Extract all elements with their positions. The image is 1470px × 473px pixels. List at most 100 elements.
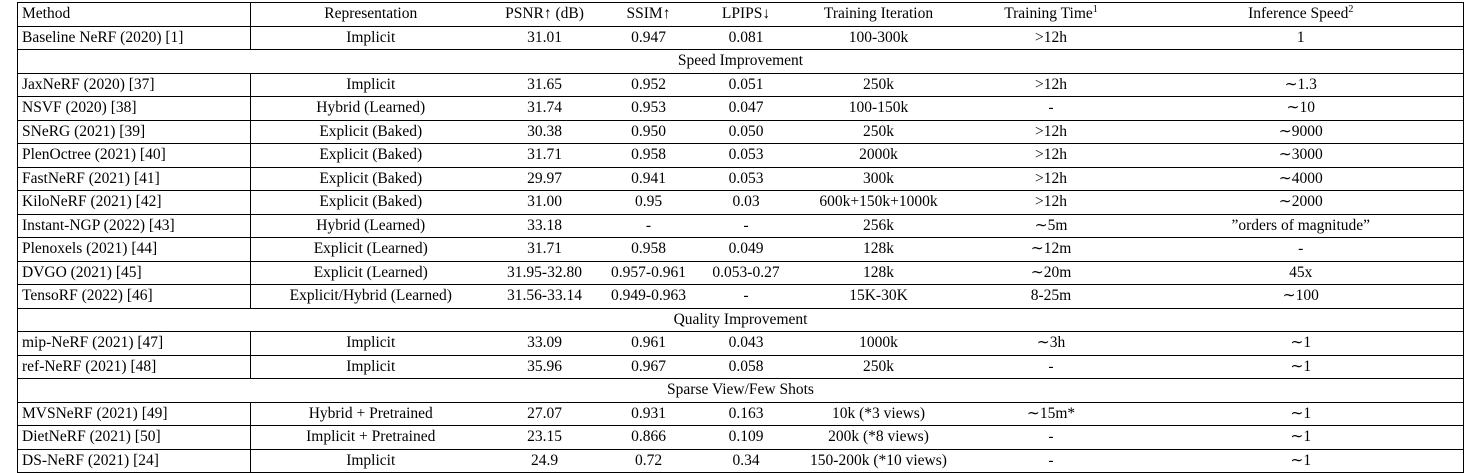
method-cell: DietNeRF (2021) [50] [17,425,251,450]
header-row: Method Representation PSNR↑ (dB) SSIM↑ LPIPS… [17,2,1464,27]
header-cell: Training Iteration [793,2,964,27]
footnote-mark: 2 [1348,4,1354,16]
method-cell: Instant-NGP (2022) [43] [17,213,251,238]
data-cell: Explicit/Hybrid (Learned) [250,284,491,309]
data-cell: 31.74 [490,96,599,121]
data-cell: 0.109 [698,425,794,450]
data-cell: 0.049 [698,237,794,262]
method-cell: NSVF (2020) [38] [17,96,251,121]
data-cell: 33.09 [490,331,599,356]
data-cell: 27.07 [490,401,599,426]
data-cell: Hybrid (Learned) [250,96,491,121]
table-body: Baseline NeRF (2020) [1] Implicit 31.01 0.9… [17,25,1464,473]
data-cell: 0.03 [698,190,794,215]
method-cell: MVSNeRF (2021) [49] [17,401,251,426]
data-cell: Explicit (Baked) [250,166,491,191]
section-title: Sparse View/Few Shots [17,378,1464,403]
data-cell: - [963,425,1139,450]
section-row: Quality Improvement [17,307,1464,332]
data-cell: ∼100 [1138,284,1464,309]
data-cell: 0.866 [598,425,699,450]
data-cell: ∼20m [963,260,1139,285]
comparison-table: Method Representation PSNR↑ (dB) SSIM↑ LPIPS… [17,2,1464,473]
data-cell: ∼5m [963,213,1139,238]
table-row: NSVF (2020) [38] Hybrid (Learned) 31.74 0.9… [17,96,1464,121]
data-cell: 35.96 [490,354,599,379]
header-cell: Training Time1 [963,2,1139,27]
data-cell: 0.950 [598,119,699,144]
table-row: Plenoxels (2021) [44] Explicit (Learned) 3… [17,237,1464,262]
table-row: Baseline NeRF (2020) [1] Implicit 31.01 0.9… [17,25,1464,50]
data-cell: Implicit [250,448,491,473]
table-row: MVSNeRF (2021) [49] Hybrid + Pretrained 27… [17,401,1464,426]
header-cell: SSIM↑ [598,2,699,27]
data-cell: Implicit [250,72,491,97]
table-row: mip-NeRF (2021) [47] Implicit 33.09 0.961 0.… [17,331,1464,356]
data-cell: 8-25m [963,284,1139,309]
section-row: Sparse View/Few Shots [17,378,1464,403]
data-cell: >12h [963,190,1139,215]
data-cell: 24.9 [490,448,599,473]
data-cell: 100-300k [793,25,964,50]
data-cell: 0.163 [698,401,794,426]
data-cell: 31.71 [490,237,599,262]
table-row: SNeRG (2021) [39] Explicit (Baked) 30.38 0.… [17,119,1464,144]
header-text: Method [22,5,71,23]
data-cell: 0.961 [598,331,699,356]
data-cell: Implicit + Pretrained [250,425,491,450]
header-text: PSNR↑ (dB) [505,5,584,23]
section-title: Quality Improvement [17,307,1464,332]
data-cell: 0.949-0.963 [598,284,699,309]
header-cell: Inference Speed2 [1138,2,1464,27]
data-cell: Hybrid (Learned) [250,213,491,238]
method-cell: FastNeRF (2021) [41] [17,166,251,191]
header-cell: PSNR↑ (dB) [490,2,599,27]
method-cell: Plenoxels (2021) [44] [17,237,251,262]
data-cell: 33.18 [490,213,599,238]
data-cell: 0.047 [698,96,794,121]
data-cell: 256k [793,213,964,238]
data-cell: 31.56-33.14 [490,284,599,309]
table-row: TensoRF (2022) [46] Explicit/Hybrid (Lear… [17,284,1464,309]
method-cell: DVGO (2021) [45] [17,260,251,285]
header-text: Inference Speed [1248,5,1349,23]
data-cell: 1 [1138,25,1464,50]
data-cell: ∼2000 [1138,190,1464,215]
header-text: SSIM↑ [626,5,671,23]
data-cell: 0.050 [698,119,794,144]
data-cell: 100-150k [793,96,964,121]
data-cell: Implicit [250,331,491,356]
data-cell: 23.15 [490,425,599,450]
data-cell: ∼1 [1138,401,1464,426]
data-cell: 150-200k (*10 views) [793,448,964,473]
data-cell: 0.957-0.961 [598,260,699,285]
method-cell: TensoRF (2022) [46] [17,284,251,309]
header-cell: LPIPS↓ [698,2,794,27]
method-cell: mip-NeRF (2021) [47] [17,331,251,356]
data-cell: 0.053 [698,143,794,168]
data-cell: 15K-30K [793,284,964,309]
data-cell: ∼1 [1138,448,1464,473]
table-head: Method Representation PSNR↑ (dB) SSIM↑ LPIPS… [17,2,1464,27]
section-title: Speed Improvement [17,49,1464,74]
table-row: ref-NeRF (2021) [48] Implicit 35.96 0.967 0.… [17,354,1464,379]
data-cell: 300k [793,166,964,191]
data-cell: >12h [963,25,1139,50]
data-cell: ∼12m [963,237,1139,262]
data-cell: - [963,96,1139,121]
data-cell: ∼10 [1138,96,1464,121]
data-cell: 0.043 [698,331,794,356]
method-cell: JaxNeRF (2020) [37] [17,72,251,97]
data-cell: - [698,213,794,238]
header-text: Training Iteration [823,5,934,23]
header-text: Training Time [1004,5,1093,23]
data-cell: 0.72 [598,448,699,473]
table-row: KiloNeRF (2021) [42] Explicit (Baked) 31.0… [17,190,1464,215]
data-cell: ”orders of magnitude” [1138,213,1464,238]
data-cell: - [598,213,699,238]
method-cell: Baseline NeRF (2020) [1] [17,25,251,50]
table-row: Instant-NGP (2022) [43] Hybrid (Learned) 3… [17,213,1464,238]
data-cell: 200k (*8 views) [793,425,964,450]
data-cell: 0.081 [698,25,794,50]
